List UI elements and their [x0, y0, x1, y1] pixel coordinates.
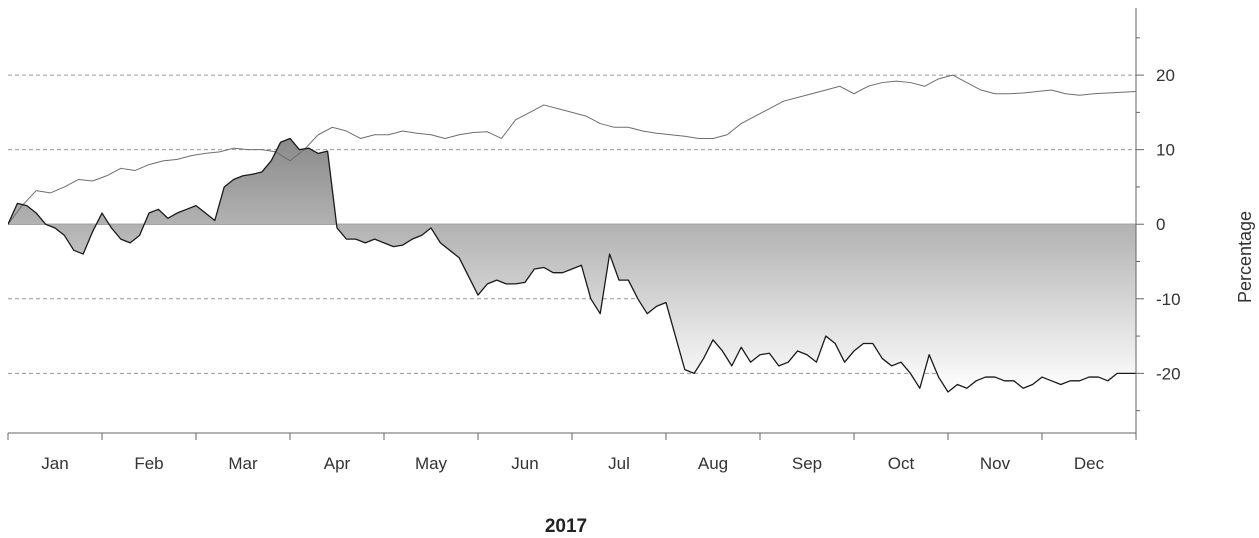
x-tick-label: May [415, 454, 448, 473]
y-tick-label: -20 [1156, 364, 1181, 383]
area-layer [8, 138, 1136, 392]
series-1-line [8, 74, 1136, 225]
label-layer: Jan Feb Mar Apr May Jun Jul Aug Sep Oct Nov Dec -20 -… [41, 66, 1180, 473]
x-tick-label: Mar [228, 454, 258, 473]
y-tick-label: 0 [1156, 215, 1165, 234]
x-tick-label: Apr [324, 454, 351, 473]
x-tick-label: Sep [792, 454, 822, 473]
series-2-line [8, 137, 1136, 393]
x-tick-label: Oct [888, 454, 915, 473]
y-tick-label: 20 [1156, 66, 1175, 85]
x-tick-label: Feb [134, 454, 163, 473]
y-axis-title: Percentage [1235, 211, 1255, 303]
x-tick-label: Jul [608, 454, 630, 473]
y-tick-label: 10 [1156, 141, 1175, 160]
x-tick-label: Aug [698, 454, 728, 473]
x-tick-label: Jun [511, 454, 538, 473]
y-tick-label: -10 [1156, 290, 1181, 309]
x-axis-title: 2017 [545, 516, 587, 537]
line-layer [8, 74, 1136, 393]
axis-layer [7, 8, 1144, 440]
series-2-area [8, 138, 1136, 392]
x-tick-label: Jan [41, 454, 68, 473]
x-tick-label: Nov [980, 454, 1011, 473]
x-tick-label: Dec [1074, 454, 1105, 473]
